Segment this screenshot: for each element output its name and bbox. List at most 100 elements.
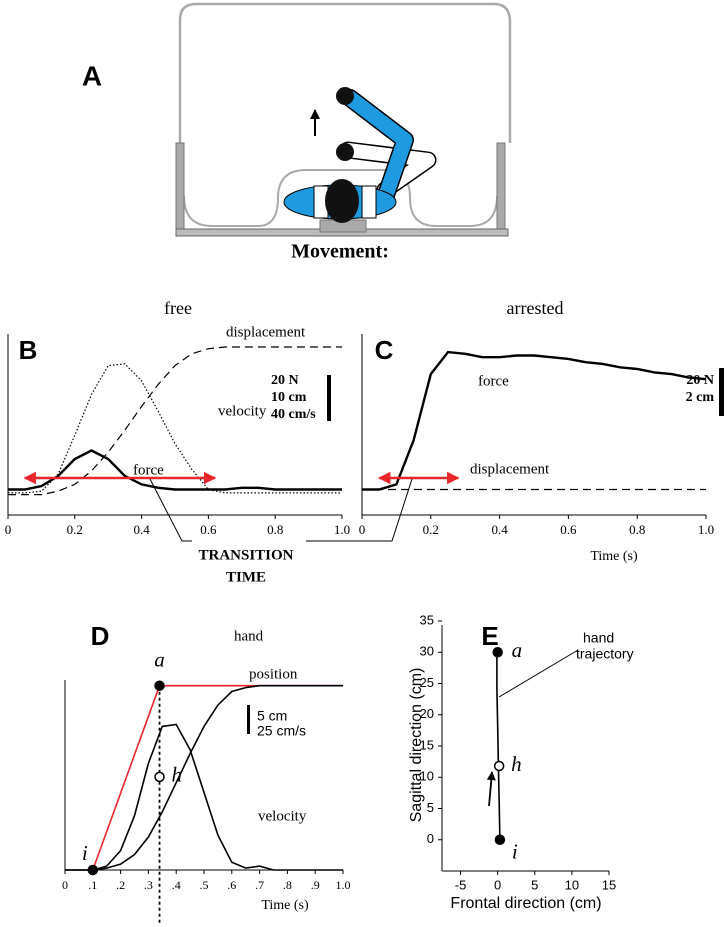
y-tick-label: 0 [427, 831, 434, 846]
scale-label: 10 cm [271, 390, 307, 405]
x-tick-label: 0.8 [629, 522, 645, 537]
series-label: velocity [258, 808, 307, 824]
hand [336, 143, 354, 161]
panel-title: free [164, 298, 192, 318]
scale-label: 5 cm [257, 708, 287, 724]
transition-leader [306, 478, 413, 542]
strap [361, 185, 377, 219]
panel-title: arrested [507, 298, 564, 318]
y-tick-label: 25 [420, 675, 434, 690]
workspace [183, 169, 498, 227]
point [492, 647, 503, 658]
point [87, 864, 99, 876]
transition-label: TRANSITION [198, 547, 293, 563]
scale-label: 20 N [271, 373, 299, 388]
series-label: velocity [218, 403, 267, 419]
x-tick-label: 0 [494, 877, 501, 892]
annotation: hand [234, 628, 264, 644]
scale-bar [719, 368, 724, 416]
scale-label: 20 N [686, 373, 714, 388]
x-tick-label: 1.0 [334, 522, 350, 537]
x-tick-label: .4 [172, 878, 181, 892]
y-tick-label: 5 [427, 800, 434, 815]
y-tick-label: 35 [420, 612, 434, 627]
x-axis-label: Time (s) [590, 549, 638, 564]
annotation: hand [583, 630, 614, 646]
series-line [65, 723, 343, 871]
panel-a-drawing [175, 2, 512, 237]
caption: Movement: [291, 241, 389, 263]
series-line [92, 684, 343, 871]
leader-line [498, 649, 579, 698]
x-axis-label: Time (s) [261, 898, 309, 913]
y-tick-label: 30 [420, 644, 434, 659]
panel-label: D [91, 621, 110, 651]
x-tick-label: 1.0 [698, 522, 714, 537]
x-tick-label: .1 [88, 878, 97, 892]
point-label: i [512, 840, 518, 864]
point [494, 834, 506, 845]
x-tick-label: 10 [565, 877, 579, 892]
x-tick-label: .6 [227, 878, 236, 892]
x-tick-label: 0.4 [491, 522, 508, 537]
scale-bar [247, 705, 250, 734]
x-tick-label: -5 [455, 877, 467, 892]
hand [336, 87, 354, 105]
point-label: a [154, 648, 165, 672]
x-tick-label: 0.8 [267, 522, 283, 537]
x-tick-label: 0.6 [560, 522, 577, 537]
scale-label: 40 cm/s [271, 407, 316, 422]
panel-label: E [481, 621, 498, 651]
point-label: a [512, 638, 522, 662]
y-axis-label: Sagittal direction (cm) [408, 668, 425, 823]
series-label: displacement [470, 461, 550, 477]
series-label: position [249, 666, 298, 682]
scale-bar [327, 375, 331, 421]
y-tick-label: 15 [420, 737, 434, 752]
x-tick-label: 5 [531, 877, 538, 892]
point-label: h [511, 752, 522, 776]
scale-label: 2 cm [686, 390, 715, 405]
x-tick-label: 0.2 [67, 522, 83, 537]
y-tick-label: 10 [420, 769, 434, 784]
x-tick-label: .7 [255, 878, 264, 892]
y-tick-label: 20 [420, 706, 434, 721]
series-line [65, 684, 343, 871]
x-tick-label: .5 [200, 878, 209, 892]
x-tick-label: .2 [116, 878, 125, 892]
series-line [8, 363, 342, 494]
panel-label: A [82, 60, 102, 91]
scale-label: 25 cm/s [257, 723, 306, 739]
x-tick-label: 0.4 [133, 522, 150, 537]
transition-label: TIME [226, 569, 266, 585]
transition-leader [149, 478, 192, 542]
point [154, 771, 165, 783]
point-label: h [172, 763, 183, 787]
x-tick-label: .3 [144, 878, 153, 892]
post [496, 142, 506, 230]
series-label: force [133, 462, 164, 478]
panel-label: B [19, 335, 38, 365]
x-tick-label: .9 [311, 878, 320, 892]
series-line [8, 346, 342, 496]
annotation: trajectory [576, 646, 634, 662]
series-label: displacement [226, 324, 306, 340]
point [154, 680, 165, 691]
x-tick-label: 0 [359, 522, 366, 537]
x-tick-label: 15 [602, 877, 616, 892]
series-label: force [478, 373, 509, 389]
x-tick-label: 0 [62, 878, 68, 892]
series-line [496, 652, 501, 840]
enclosure [178, 2, 512, 143]
x-tick-label: 0.6 [200, 522, 217, 537]
point-label: i [82, 841, 88, 865]
direction-arrow [486, 771, 496, 807]
series-line [8, 449, 342, 491]
x-axis-label: Frontal direction (cm) [450, 895, 601, 912]
x-tick-label: 1.0 [336, 878, 351, 892]
post [175, 142, 185, 230]
series-line [362, 350, 707, 491]
arm-end [342, 90, 413, 206]
x-tick-label: .8 [283, 878, 292, 892]
